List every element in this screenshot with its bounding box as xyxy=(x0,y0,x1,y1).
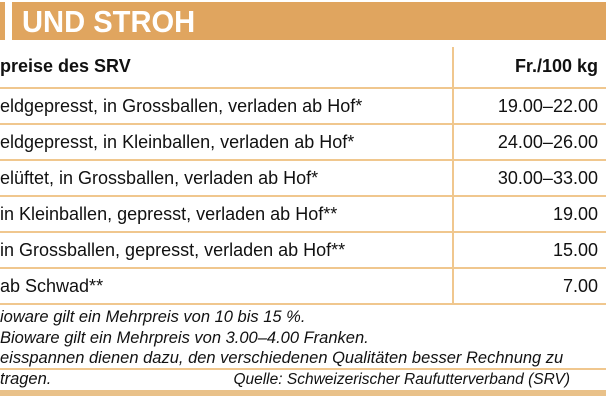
bottom-rule-bar xyxy=(0,390,606,396)
row-price: 24.00–26.00 xyxy=(497,131,598,152)
table-body: eldgepresst, in Grossballen, verladen ab… xyxy=(0,89,606,305)
footnote-line: Bioware gilt ein Mehrpreis von 3.00–4.00… xyxy=(0,328,369,347)
table-row: eldgepresst, in Grossballen, verladen ab… xyxy=(0,89,606,125)
row-label: eldgepresst, in Kleinballen, verladen ab… xyxy=(0,131,355,152)
source-line: Quelle: Schweizerischer Raufutterverband… xyxy=(233,371,570,388)
table-header-unit: Fr./100 kg xyxy=(514,56,598,76)
row-price: 30.00–33.00 xyxy=(497,167,598,188)
row-price: 19.00–22.00 xyxy=(497,95,598,116)
source-divider-line xyxy=(0,368,606,370)
table-header-row: preise des SRV Fr./100 kg xyxy=(0,46,606,89)
table-row: ab Schwad** 7.00 xyxy=(0,269,606,305)
row-price: 7.00 xyxy=(562,275,598,296)
section-title: UND STROH xyxy=(22,4,196,39)
row-price: 19.00 xyxy=(552,203,598,224)
row-label: elüftet, in Grossballen, verladen ab Hof… xyxy=(0,167,319,188)
section-header-bar: UND STROH xyxy=(0,2,606,40)
column-divider-line xyxy=(452,47,454,305)
row-label: eldgepresst, in Grossballen, verladen ab… xyxy=(0,95,363,116)
table-row: eldgepresst, in Kleinballen, verladen ab… xyxy=(0,125,606,161)
row-label: in Kleinballen, gepresst, verladen ab Ho… xyxy=(0,203,338,224)
row-label: in Grossballen, gepresst, verladen ab Ho… xyxy=(0,239,346,260)
header-bar-notch xyxy=(5,2,12,40)
footnote-line: eisspannen dienen dazu, den verschiedene… xyxy=(0,349,564,388)
table-header-label: preise des SRV xyxy=(0,56,131,76)
footnote-line: ioware gilt ein Mehrpreis von 10 bis 15 … xyxy=(0,308,306,326)
row-label: ab Schwad** xyxy=(0,275,104,296)
table-row: elüftet, in Grossballen, verladen ab Hof… xyxy=(0,161,606,197)
footnotes-block: ioware gilt ein Mehrpreis von 10 bis 15 … xyxy=(0,307,606,389)
table-row: in Kleinballen, gepresst, verladen ab Ho… xyxy=(0,197,606,233)
row-price: 15.00 xyxy=(552,239,598,260)
table-row: in Grossballen, gepresst, verladen ab Ho… xyxy=(0,233,606,269)
